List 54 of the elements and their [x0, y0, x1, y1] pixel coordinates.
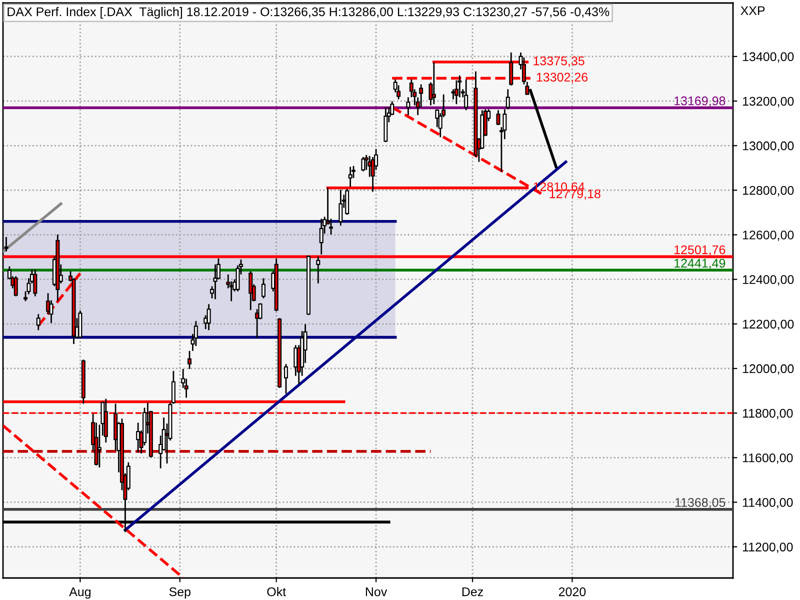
y-tick-label: 12600,00: [742, 230, 794, 241]
series-label: 13302,26: [536, 72, 588, 84]
candlestick: [361, 156, 366, 172]
y-tick-label: 11800,00: [742, 408, 793, 420]
y-tick-label: 11200,00: [742, 542, 793, 553]
y-tick-label: 12000,00: [742, 364, 794, 375]
ref-line-label: 12501,76: [674, 245, 726, 256]
candlestick: [194, 320, 198, 347]
candlestick: [432, 62, 436, 105]
candlestick: [248, 270, 253, 311]
x-tick-label: Sep: [169, 587, 190, 599]
candlestick: [506, 88, 510, 110]
candlestick: [316, 256, 320, 284]
candlestick: [78, 310, 82, 339]
candlestick: [454, 80, 458, 105]
candlestick: [329, 218, 334, 236]
candlestick: [419, 84, 424, 108]
candlestick: [136, 422, 140, 454]
ref-line-label: 13169,98: [674, 96, 726, 107]
y-tick-label: 13200,00: [742, 96, 794, 108]
candlestick: [33, 268, 38, 297]
candlestick: [261, 278, 266, 299]
candlestick: [509, 52, 514, 86]
x-tick-label: Nov: [366, 587, 388, 596]
candlestick: [338, 189, 343, 226]
y-tick-label: 11600,00: [742, 453, 793, 464]
candlestick: [522, 56, 526, 86]
candlestick: [97, 424, 102, 468]
y-tick-label: 12400,00: [742, 275, 794, 286]
y-tick-label: 12800,00: [742, 186, 794, 196]
y-axis-title: XXP: [740, 6, 765, 15]
candlestick: [345, 188, 350, 216]
y-tick-label: 13400,00: [742, 52, 794, 63]
candlestick: [319, 218, 324, 256]
candlestick: [36, 313, 40, 331]
candlestick: [496, 110, 500, 126]
y-tick-label: 13000,00: [742, 141, 794, 152]
candlestick: [464, 78, 468, 111]
ref-line-label: 12441,49: [674, 258, 726, 270]
y-tick-label: 12200,00: [742, 320, 794, 330]
candlestick: [348, 166, 352, 188]
x-tick-label: Dez: [462, 587, 484, 596]
x-tick-label: Aug: [69, 587, 90, 599]
candlestick: [14, 276, 18, 297]
candlestick: [406, 96, 410, 116]
y-tick-label: 11400,00: [742, 498, 793, 508]
candlestick: [188, 350, 192, 370]
x-tick-label: 2020: [558, 587, 586, 596]
chart-title: DAX Perf. Index [.DAX Täglich] 18.12.2019 - O:13266,35 H:13286,00 L:13229,93 C:13230,27 -57,56 -0,43%: [8, 7, 610, 19]
candlestick: [206, 303, 211, 331]
candlestick: [284, 363, 288, 394]
x-tick-label: Okt: [267, 587, 286, 596]
ref-line-label: 11368,05: [675, 498, 726, 508]
series-label: 13375,35: [534, 56, 584, 67]
